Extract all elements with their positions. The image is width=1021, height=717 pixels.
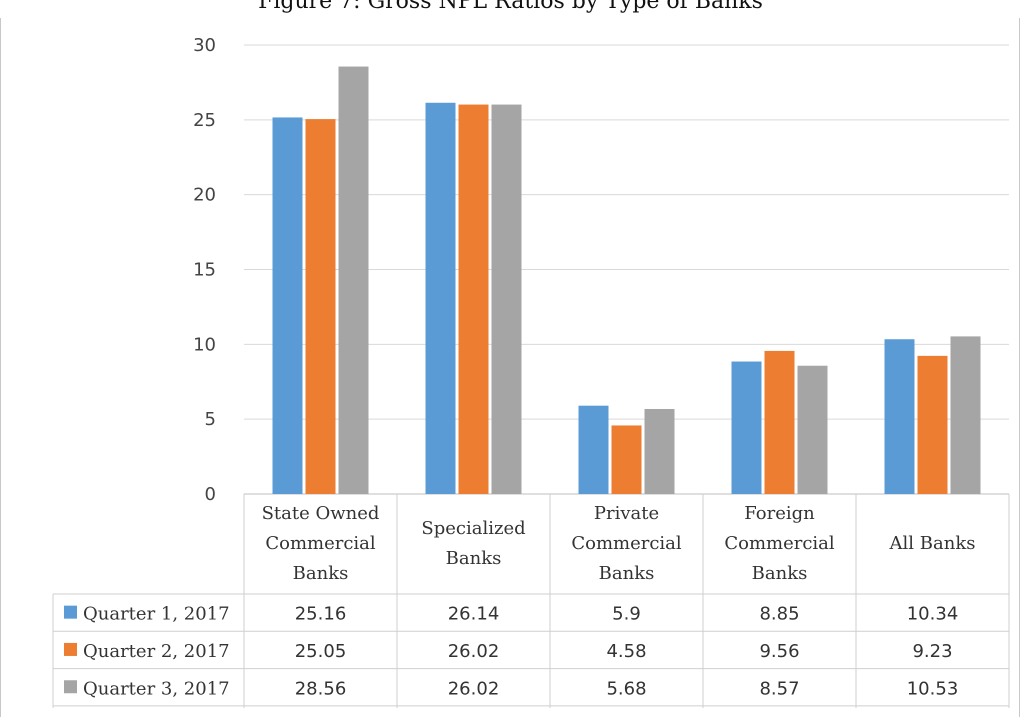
bar [458,104,489,495]
category-label: Foreign Commercial Banks [724,503,835,584]
category-label: All Banks [889,533,976,554]
bar [917,355,948,494]
series-name: Quarter 2, 2017 [83,641,230,662]
legend-key [64,642,77,656]
y-tick-label: 25 [193,110,216,131]
data-label: 25.05 [295,641,347,662]
data-table: State Owned Commercial Banks Specialized Ban… [52,494,1010,708]
bar [305,119,336,495]
data-label: 26.02 [448,678,500,699]
bars [272,66,981,495]
bar [950,336,981,494]
data-label: 8.85 [759,604,799,625]
data-label: 4.58 [606,641,646,662]
category-label-line: Private [594,503,659,524]
series-name: Quarter 1, 2017 [83,604,230,625]
gridlines [244,44,1009,495]
bar [491,104,522,495]
category-label-line: Banks [293,563,349,584]
category-label-line: Commercial [571,533,682,554]
data-label: 10.34 [907,604,959,625]
legend-key [64,605,77,619]
chart-area: 0 5 10 15 20 25 30 State Owned Commercial Banks S… [0,18,1020,717]
bar [611,425,642,494]
data-label: 26.14 [448,604,500,625]
legend-key [64,680,77,694]
category-label: Private Commercial Banks [571,503,682,584]
y-tick-label: 15 [193,260,216,281]
category-label-line: State Owned [262,503,380,524]
y-tick-label: 0 [205,484,216,505]
bar [425,102,456,494]
bar [338,66,369,494]
category-label-line: Banks [752,563,808,584]
category-label-line: Commercial [265,533,376,554]
bar [731,361,762,494]
bar [644,408,675,494]
y-tick-label: 5 [205,409,216,430]
category-label-line: All Banks [889,533,976,554]
category-label-line: Foreign [744,503,815,524]
chart-title: Figure 7: Gross NPL Ratios by Type of Ba… [258,0,763,14]
category-label: State Owned Commercial Banks [262,503,380,584]
category-label-line: Banks [599,563,655,584]
category-label-line: Specialized [421,518,525,539]
bar [884,339,915,494]
y-axis-ticks: 0 5 10 15 20 25 30 [193,35,216,505]
data-label: 9.23 [912,641,952,662]
data-label: 26.02 [448,641,500,662]
category-label: Specialized Banks [421,518,525,569]
data-label: 10.53 [907,678,959,699]
data-label: 5.68 [606,678,646,699]
data-label: 25.16 [295,604,347,625]
y-tick-label: 20 [193,185,216,206]
y-tick-label: 30 [193,35,216,56]
y-tick-label: 10 [193,334,216,355]
category-label-line: Banks [446,548,502,569]
data-label: 8.57 [759,678,799,699]
bar [578,405,609,494]
bar [764,350,795,494]
data-label: 5.9 [612,604,641,625]
data-label: 9.56 [759,641,799,662]
series-name: Quarter 3, 2017 [83,678,230,699]
bar [272,117,303,495]
category-label-line: Commercial [724,533,835,554]
bar [797,365,828,494]
data-label: 28.56 [295,678,347,699]
